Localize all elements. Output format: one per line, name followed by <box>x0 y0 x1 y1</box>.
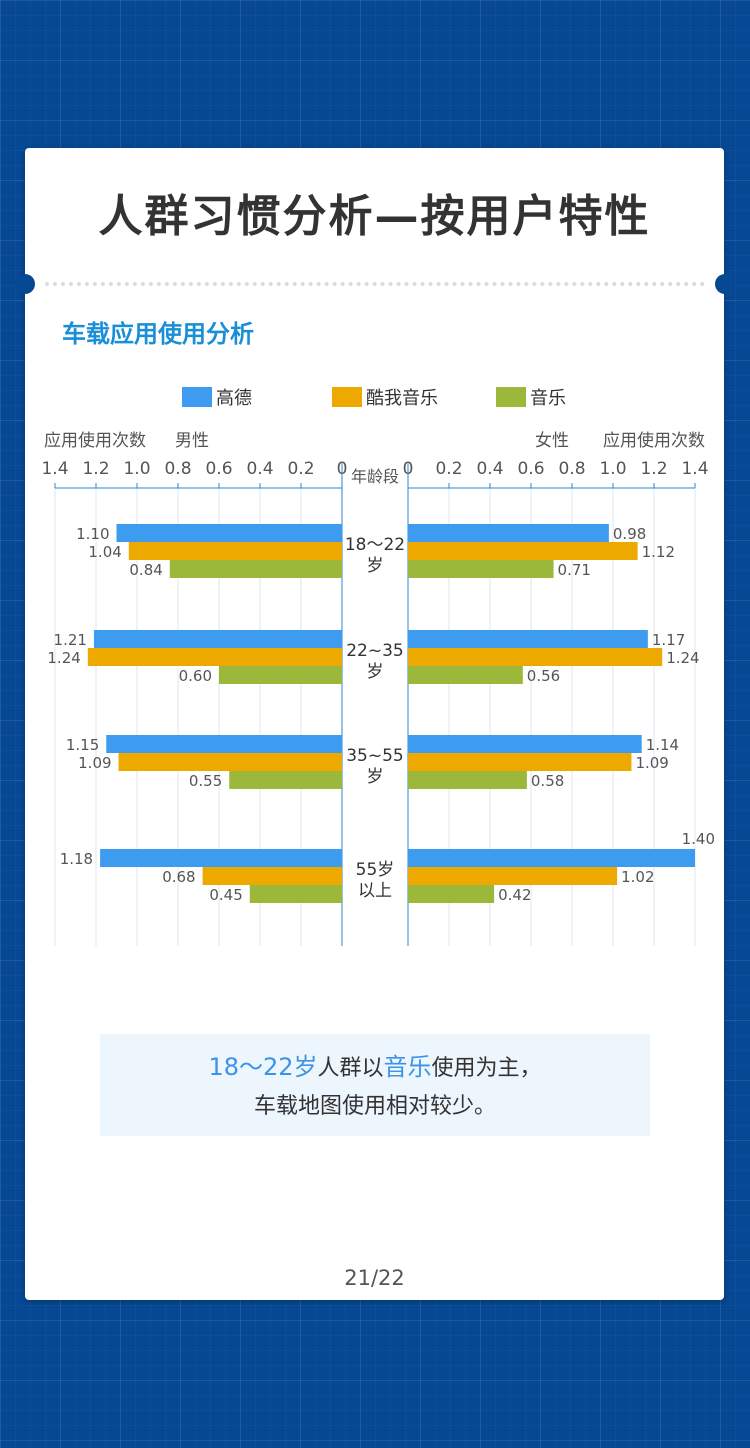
summary-line-2: 车载地图使用相对较少。 <box>253 1094 496 1119</box>
bar-male <box>116 524 342 542</box>
tick-label: 0.8 <box>164 459 191 479</box>
bar-female <box>408 753 632 771</box>
bar-male <box>219 666 342 684</box>
data-label-female: 1.02 <box>621 868 654 886</box>
legend-label: 高德 <box>216 388 252 409</box>
category-label: 以上 <box>358 881 392 901</box>
bar-female <box>408 560 554 578</box>
summary-highlight-age: 18～22岁 <box>208 1053 318 1081</box>
bar-female <box>408 867 618 885</box>
bar-male <box>202 867 342 885</box>
tick-label: 1.0 <box>123 459 150 479</box>
section-title: 车载应用使用分析 <box>62 320 254 348</box>
tick-label: 1.4 <box>681 459 708 479</box>
summary-highlight-app: 音乐 <box>383 1053 432 1081</box>
data-label-male: 0.84 <box>129 561 162 579</box>
legend-swatch <box>332 387 362 407</box>
summary-line-1: 18～22岁人群以音乐使用为主， <box>100 1048 650 1088</box>
data-label-female: 1.12 <box>642 543 675 561</box>
bar-male <box>128 542 342 560</box>
category-label: 35~55 <box>346 746 404 766</box>
category-label: 岁 <box>367 662 384 682</box>
data-label-male: 1.15 <box>66 736 99 754</box>
bar-female <box>408 849 695 867</box>
center-axis-label: 年龄段 <box>351 467 399 486</box>
tick-label: 0.2 <box>287 459 314 479</box>
legend-swatch <box>182 387 212 407</box>
dotted-divider <box>45 282 705 286</box>
tick-label: 1.2 <box>640 459 667 479</box>
category-label: 22~35 <box>346 641 404 661</box>
data-label-male: 1.10 <box>76 525 109 543</box>
data-label-female: 1.09 <box>635 754 668 772</box>
data-label-male: 1.09 <box>78 754 111 772</box>
bar-male <box>249 885 342 903</box>
bar-male <box>100 849 342 867</box>
tick-label: 1.2 <box>82 459 109 479</box>
data-label-female: 1.17 <box>652 631 685 649</box>
category-label: 18～22 <box>345 535 405 555</box>
bar-female <box>408 648 663 666</box>
bar-female <box>408 771 527 789</box>
bar-male <box>118 753 342 771</box>
data-label-female: 1.24 <box>666 649 699 667</box>
bar-male <box>87 648 342 666</box>
tick-label: 1.0 <box>599 459 626 479</box>
tick-label: 0.6 <box>517 459 544 479</box>
bar-female <box>408 666 523 684</box>
data-label-male: 0.55 <box>189 772 222 790</box>
data-label-female: 1.14 <box>646 736 679 754</box>
card-notch-left <box>15 274 35 294</box>
tick-label: 1.4 <box>41 459 68 479</box>
category-label: 55岁 <box>356 860 395 880</box>
summary-text: 人群以 <box>317 1056 384 1081</box>
data-label-male: 0.68 <box>162 868 195 886</box>
tick-label: 0.6 <box>205 459 232 479</box>
bar-female <box>408 524 609 542</box>
data-label-female: 0.98 <box>613 525 646 543</box>
legend-label: 音乐 <box>530 388 566 409</box>
data-label-male: 1.21 <box>54 631 87 649</box>
data-label-female: 0.42 <box>498 886 531 904</box>
data-label-male: 0.60 <box>179 667 212 685</box>
bar-male <box>93 630 342 648</box>
summary-text: 使用为主， <box>431 1056 542 1081</box>
data-label-female: 0.58 <box>531 772 564 790</box>
bar-female <box>408 542 638 560</box>
card-notch-right <box>715 274 735 294</box>
tick-label: 0.8 <box>558 459 585 479</box>
bar-male <box>229 771 342 789</box>
bar-female <box>408 735 642 753</box>
legend-label: 酷我音乐 <box>366 388 438 409</box>
bar-male <box>169 560 342 578</box>
category-label: 岁 <box>367 767 384 787</box>
category-label: 岁 <box>367 556 384 576</box>
tick-label: 0.4 <box>476 459 503 479</box>
summary-box: 18～22岁人群以音乐使用为主， 车载地图使用相对较少。 <box>100 1034 650 1136</box>
data-label-male: 1.18 <box>60 850 93 868</box>
data-label-female: 0.56 <box>527 667 560 685</box>
bar-female <box>408 885 495 903</box>
left-axis-label: 应用使用次数 <box>44 430 146 451</box>
right-group-label: 女性 <box>535 431 569 451</box>
left-group-label: 男性 <box>175 431 209 451</box>
data-label-male: 1.04 <box>88 543 121 561</box>
right-axis-label: 应用使用次数 <box>603 430 705 451</box>
legend-swatch <box>496 387 526 407</box>
tick-label: 0.2 <box>435 459 462 479</box>
data-label-female: 0.71 <box>558 561 591 579</box>
page-number: 21/22 <box>344 1266 405 1290</box>
page-title: 人群习惯分析—按用户特性 <box>98 191 651 242</box>
bar-female <box>408 630 648 648</box>
data-label-male: 1.24 <box>47 649 80 667</box>
tick-label: 0.4 <box>246 459 273 479</box>
bar-male <box>106 735 342 753</box>
data-label-male: 0.45 <box>209 886 242 904</box>
data-label-female: 1.40 <box>682 830 715 848</box>
